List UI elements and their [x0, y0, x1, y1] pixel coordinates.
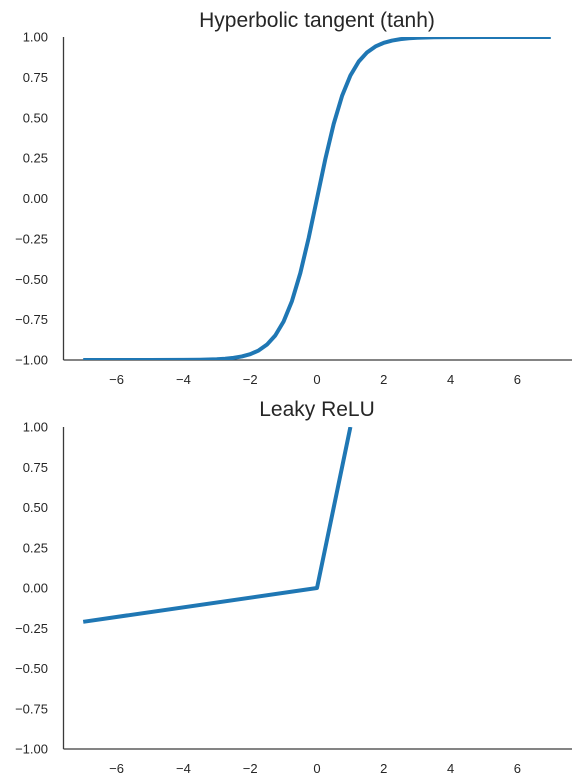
tanh-y-tick-label: −0.75 — [15, 312, 48, 327]
leaky-y-tick-label: 0.50 — [23, 500, 48, 515]
leaky-x-tick-label: 0 — [313, 761, 320, 776]
leaky-x-tick-label: 4 — [447, 761, 454, 776]
tanh-chart-title: Hyperbolic tangent (tanh) — [199, 9, 435, 32]
tanh-x-tick-label: 0 — [313, 372, 320, 387]
leaky-relu-chart: Leaky ReLU 1.00 0.75 0.50 0.25 0.00 −0.25 −0.5… — [15, 398, 572, 776]
tanh-y-tick-label: 0.00 — [23, 191, 48, 206]
tanh-x-tick-label: 2 — [380, 372, 387, 387]
tanh-y-tick-label: −0.25 — [15, 231, 48, 246]
leaky-y-tick-label: −0.25 — [15, 621, 48, 636]
tanh-x-tick-label: −4 — [176, 372, 191, 387]
leaky-y-tick-label: 0.25 — [23, 540, 48, 555]
tanh-x-tick-labels: −6 −4 −2 0 2 4 6 — [109, 372, 521, 387]
leaky-x-tick-label: −4 — [176, 761, 191, 776]
tanh-x-tick-label: 4 — [447, 372, 454, 387]
tanh-x-tick-label: 6 — [514, 372, 521, 387]
leaky-relu-x-tick-labels: −6 −4 −2 0 2 4 6 — [109, 761, 521, 776]
tanh-y-tick-labels: 1.00 0.75 0.50 0.25 0.00 −0.25 −0.50 −0.75 −1.00 — [15, 30, 48, 368]
tanh-y-tick-label: 0.25 — [23, 151, 48, 166]
tanh-y-tick-label: 1.00 — [23, 30, 48, 45]
leaky-relu-chart-title: Leaky ReLU — [259, 398, 375, 421]
tanh-y-tick-label: −0.50 — [15, 272, 48, 287]
leaky-y-tick-label: −0.50 — [15, 661, 48, 676]
leaky-x-tick-label: −2 — [243, 761, 258, 776]
tanh-series-line — [83, 37, 551, 360]
leaky-y-tick-label: 1.00 — [23, 420, 48, 435]
leaky-y-tick-label: 0.75 — [23, 460, 48, 475]
leaky-relu-series-line — [82, 427, 353, 624]
tanh-y-tick-label: 0.50 — [23, 110, 48, 125]
tanh-chart: Hyperbolic tangent (tanh) 1.00 0.75 0.50 0.… — [15, 9, 572, 387]
leaky-y-tick-label: 0.00 — [23, 581, 48, 596]
leaky-x-tick-label: −6 — [109, 761, 124, 776]
tanh-y-tick-label: 0.75 — [23, 70, 48, 85]
tanh-y-tick-label: −1.00 — [15, 353, 48, 368]
tanh-x-tick-label: −6 — [109, 372, 124, 387]
leaky-y-tick-label: −0.75 — [15, 701, 48, 716]
leaky-x-tick-label: 6 — [514, 761, 521, 776]
leaky-x-tick-label: 2 — [380, 761, 387, 776]
tanh-x-tick-label: −2 — [243, 372, 258, 387]
leaky-y-tick-label: −1.00 — [15, 742, 48, 757]
leaky-relu-y-tick-labels: 1.00 0.75 0.50 0.25 0.00 −0.25 −0.50 −0.75 −1.00 — [15, 420, 48, 757]
